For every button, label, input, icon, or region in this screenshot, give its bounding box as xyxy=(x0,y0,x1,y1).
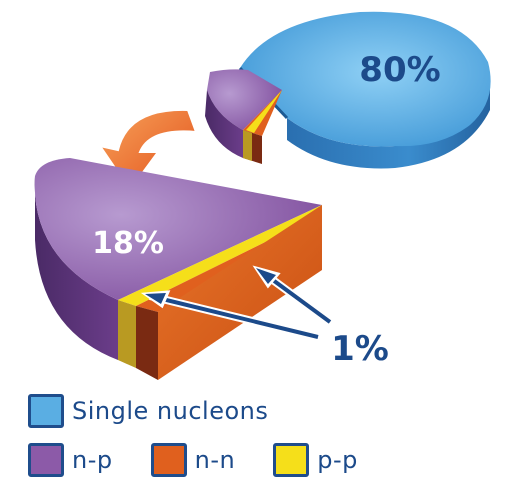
slice-single-nucleons xyxy=(240,11,491,147)
legend-item-nn: n-n xyxy=(150,443,236,477)
label-80-percent: 80% xyxy=(359,50,440,90)
legend-swatch-np xyxy=(28,443,64,477)
label-18-percent: 18% xyxy=(92,226,164,261)
legend-row-2: n-p n-n p-p xyxy=(28,443,396,477)
legend-swatch-pp xyxy=(273,443,310,477)
one-percent-arrows xyxy=(140,265,333,341)
legend-label-pp: p-p xyxy=(317,446,358,474)
label-1-percent: 1% xyxy=(331,329,389,369)
slice-np xyxy=(34,158,322,300)
slice-pp xyxy=(118,205,322,306)
legend-swatch-nn xyxy=(150,443,187,477)
legend-label-nn: n-n xyxy=(194,446,236,474)
legend-item-np: n-p xyxy=(28,443,113,477)
big-wedge xyxy=(34,158,322,380)
legend-item-pp: p-p xyxy=(273,443,358,477)
legend-swatch-single-nucleons xyxy=(28,394,64,428)
slice-single-nucleons-side xyxy=(287,88,490,169)
legend-label-single-nucleons: Single nucleons xyxy=(72,397,269,425)
top-pie xyxy=(205,11,491,169)
legend: Single nucleons xyxy=(28,394,306,428)
slice-np-side xyxy=(34,176,118,360)
legend-label-np: n-p xyxy=(72,446,113,474)
legend-item-single-nucleons: Single nucleons xyxy=(28,394,268,428)
slice-nn-face xyxy=(158,205,322,380)
slice-np-small xyxy=(207,69,282,130)
